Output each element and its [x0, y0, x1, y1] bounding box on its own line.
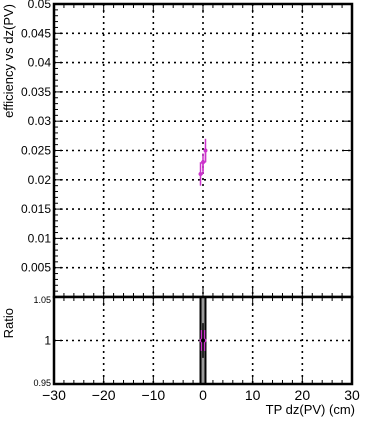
x-tick-label: −20 [92, 387, 116, 403]
x-tick-label: −30 [42, 387, 66, 403]
top-y-tick-label: 0.035 [21, 85, 51, 99]
bottom-y-axis-label: Ratio [1, 308, 16, 338]
x-tick-label: 10 [245, 387, 261, 403]
top-y-axis-label: efficiency vs dz(PV) [1, 4, 16, 118]
x-tick-label: 0 [199, 387, 207, 403]
top-panel: 0.005 0.01 0.015 0.02 0.025 0.03 0.035 0.04 0.04… [21, 0, 354, 299]
top-series-0-point [203, 148, 208, 153]
x-axis-label: TP dz(PV) (cm) [266, 402, 355, 417]
bottom-plot-frame [52, 295, 354, 386]
top-y-tick-label: 0.03 [28, 114, 52, 128]
top-y-tick-label: 0.005 [21, 261, 51, 275]
top-y-tick-label: 0.02 [28, 173, 52, 187]
bottom-panel: 0.95 1 1.05 −30 −20 −10 0 10 20 30 [33, 295, 360, 403]
top-y-tick-label: 0.025 [21, 144, 51, 158]
bottom-y-tick-label: 0.95 [33, 378, 51, 388]
top-y-tick-label: 0.015 [21, 202, 51, 216]
x-tick-label: −10 [141, 387, 165, 403]
x-tick-label: 30 [344, 387, 360, 403]
bottom-y-tick-label: 1 [44, 334, 51, 348]
top-y-tick-label: 0.045 [21, 26, 51, 40]
bottom-series-1-point [201, 338, 205, 343]
top-y-tick-label: 0.05 [28, 0, 52, 11]
top-y-tick-label: 0.01 [28, 231, 52, 245]
x-tick-label: 20 [295, 387, 311, 403]
top-y-tick-label: 0.04 [28, 56, 52, 70]
bottom-y-tick-label: 1.05 [33, 295, 51, 305]
